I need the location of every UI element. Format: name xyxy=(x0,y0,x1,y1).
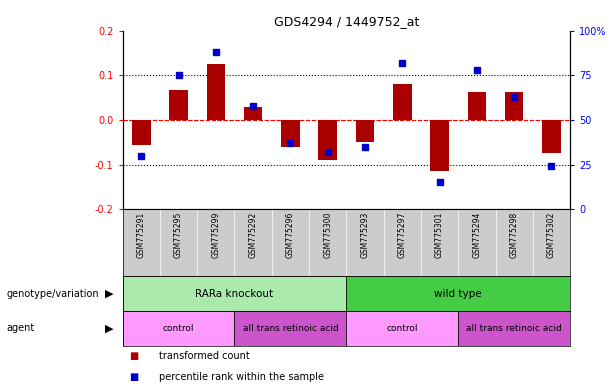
Text: GSM775296: GSM775296 xyxy=(286,211,295,258)
Text: GSM775300: GSM775300 xyxy=(323,211,332,258)
Text: all trans retinoic acid: all trans retinoic acid xyxy=(466,324,562,333)
Text: ▶: ▶ xyxy=(105,323,113,333)
Bar xyxy=(207,64,225,120)
Text: RARa knockout: RARa knockout xyxy=(196,289,273,299)
Bar xyxy=(505,92,524,120)
Bar xyxy=(458,311,570,346)
Text: GSM775295: GSM775295 xyxy=(174,211,183,258)
Text: GSM775302: GSM775302 xyxy=(547,211,556,258)
Text: GSM775297: GSM775297 xyxy=(398,211,407,258)
Text: control: control xyxy=(163,324,194,333)
Bar xyxy=(123,276,346,311)
Bar xyxy=(356,120,375,142)
Bar xyxy=(346,276,570,311)
Text: genotype/variation: genotype/variation xyxy=(6,289,99,299)
Bar xyxy=(542,120,561,154)
Bar xyxy=(393,84,411,120)
Bar xyxy=(346,311,458,346)
Text: ▶: ▶ xyxy=(105,289,113,299)
Bar xyxy=(169,89,188,120)
Text: GSM775301: GSM775301 xyxy=(435,211,444,258)
Text: GSM775291: GSM775291 xyxy=(137,211,146,258)
Bar xyxy=(123,311,234,346)
Text: percentile rank within the sample: percentile rank within the sample xyxy=(159,372,324,382)
Text: ■: ■ xyxy=(129,372,138,382)
Text: agent: agent xyxy=(6,323,34,333)
Text: GSM775292: GSM775292 xyxy=(249,211,257,258)
Bar xyxy=(234,311,346,346)
Text: GSM775299: GSM775299 xyxy=(211,211,220,258)
Text: all trans retinoic acid: all trans retinoic acid xyxy=(243,324,338,333)
Text: GSM775298: GSM775298 xyxy=(509,211,519,258)
Bar xyxy=(430,120,449,171)
Text: wild type: wild type xyxy=(435,289,482,299)
Bar xyxy=(132,120,151,144)
Bar xyxy=(244,107,262,120)
Text: GSM775294: GSM775294 xyxy=(473,211,481,258)
Text: GSM775293: GSM775293 xyxy=(360,211,370,258)
Bar xyxy=(281,120,300,147)
Bar xyxy=(318,120,337,160)
Text: control: control xyxy=(387,324,418,333)
Text: ■: ■ xyxy=(129,351,138,361)
Title: GDS4294 / 1449752_at: GDS4294 / 1449752_at xyxy=(273,15,419,28)
Text: transformed count: transformed count xyxy=(159,351,250,361)
Bar xyxy=(468,92,486,120)
